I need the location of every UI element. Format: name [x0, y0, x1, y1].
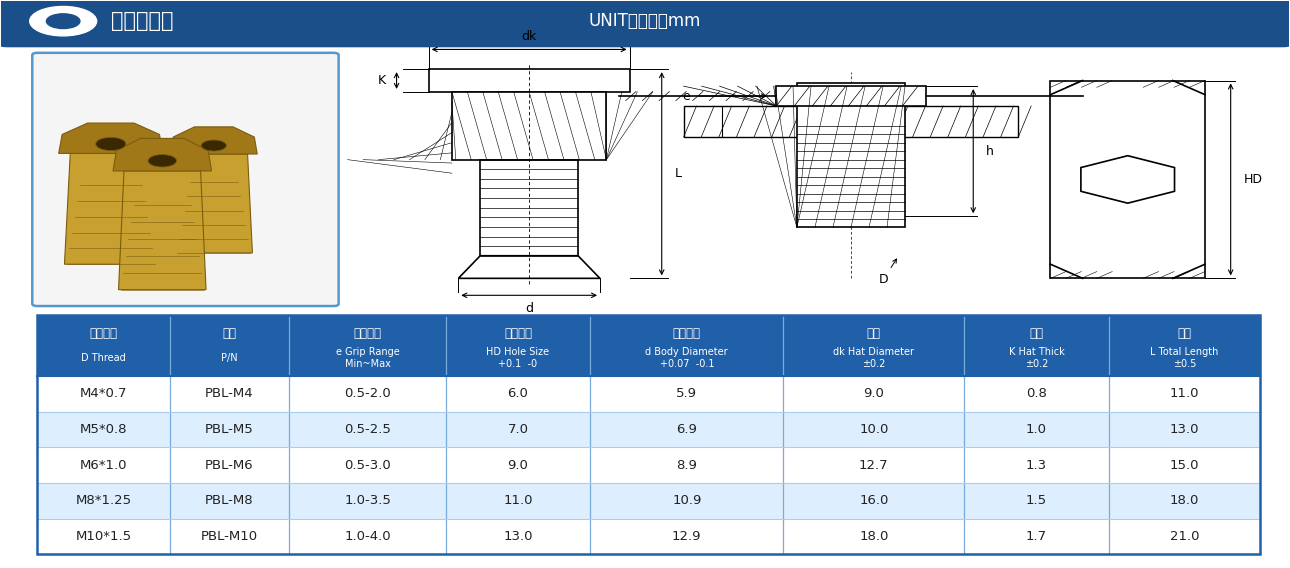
Polygon shape [175, 154, 253, 253]
Text: 13.0: 13.0 [503, 530, 533, 543]
Text: L Total Length
±0.5: L Total Length ±0.5 [1151, 347, 1219, 369]
FancyBboxPatch shape [0, 0, 1290, 47]
Bar [37, 483, 1260, 519]
Text: 螺母直径: 螺母直径 [673, 327, 700, 340]
Text: e: e [682, 90, 690, 103]
Text: 1.5: 1.5 [1026, 494, 1047, 507]
Text: 18.0: 18.0 [859, 530, 889, 543]
Text: M6*1.0: M6*1.0 [80, 458, 128, 471]
Text: dk: dk [521, 30, 537, 43]
Text: 9.0: 9.0 [507, 458, 529, 471]
Text: PBL-M10: PBL-M10 [201, 530, 258, 543]
Text: 15.0: 15.0 [1170, 458, 1200, 471]
Text: UNIT（单位）mm: UNIT（单位）mm [588, 12, 702, 30]
Text: 0.5-2.5: 0.5-2.5 [344, 423, 391, 436]
Text: PBL-M5: PBL-M5 [205, 423, 254, 436]
Text: L: L [675, 168, 681, 180]
Text: 7.0: 7.0 [507, 423, 529, 436]
Circle shape [148, 154, 177, 167]
Text: 0.8: 0.8 [1026, 387, 1047, 400]
Circle shape [30, 6, 97, 36]
Text: h: h [986, 145, 995, 158]
Text: 21.0: 21.0 [1170, 530, 1200, 543]
Text: 平头半六角: 平头半六角 [111, 11, 173, 31]
Text: 18.0: 18.0 [1170, 494, 1200, 507]
Bar [37, 315, 1260, 554]
Text: HD Hole Size
+0.1  -0: HD Hole Size +0.1 -0 [486, 347, 550, 369]
Text: 9.0: 9.0 [863, 387, 885, 400]
Text: d Body Diameter
+0.07  -0.1: d Body Diameter +0.07 -0.1 [645, 347, 728, 369]
Text: d: d [525, 302, 533, 315]
Polygon shape [451, 92, 606, 160]
Text: 10.9: 10.9 [672, 494, 702, 507]
Text: 1.0: 1.0 [1026, 423, 1047, 436]
Text: 6.9: 6.9 [676, 423, 697, 436]
Bar [684, 106, 1018, 137]
Text: PBL-M6: PBL-M6 [205, 458, 254, 471]
Text: 11.0: 11.0 [1170, 387, 1200, 400]
Polygon shape [114, 139, 212, 171]
Text: 13.0: 13.0 [1170, 423, 1200, 436]
Circle shape [46, 14, 80, 28]
Text: P/N: P/N [221, 353, 237, 363]
Bar [37, 519, 1260, 554]
Text: dk Hat Diameter
±0.2: dk Hat Diameter ±0.2 [833, 347, 915, 369]
Text: 8.9: 8.9 [676, 458, 697, 471]
Text: M4*0.7: M4*0.7 [80, 387, 128, 400]
Text: 1.0-4.0: 1.0-4.0 [344, 530, 391, 543]
Text: 螺纹规格: 螺纹规格 [89, 327, 117, 340]
Bar [480, 160, 578, 256]
Polygon shape [58, 123, 163, 153]
Text: 5.9: 5.9 [676, 387, 698, 400]
Text: PBL-M8: PBL-M8 [205, 494, 254, 507]
Text: PBL-M4: PBL-M4 [205, 387, 254, 400]
Text: 10.0: 10.0 [859, 423, 889, 436]
Text: M8*1.25: M8*1.25 [75, 494, 132, 507]
Text: M5*0.8: M5*0.8 [80, 423, 128, 436]
Text: D Thread: D Thread [81, 353, 126, 363]
Polygon shape [64, 153, 157, 264]
FancyBboxPatch shape [32, 53, 339, 306]
Bar [428, 69, 630, 92]
Text: 0.5-3.0: 0.5-3.0 [344, 458, 391, 471]
Text: 1.0-3.5: 1.0-3.5 [344, 494, 391, 507]
Bar [37, 448, 1260, 483]
Text: 0.5-2.0: 0.5-2.0 [344, 387, 391, 400]
Text: 1.7: 1.7 [1026, 530, 1047, 543]
Bar [777, 86, 926, 106]
Circle shape [201, 140, 226, 151]
Polygon shape [458, 256, 600, 278]
Text: HD: HD [1244, 173, 1263, 186]
Polygon shape [119, 171, 206, 290]
Text: 1.3: 1.3 [1026, 458, 1047, 471]
Text: K: K [378, 74, 386, 87]
Bar [37, 412, 1260, 448]
Bar [37, 315, 1260, 376]
Text: 帽径: 帽径 [867, 327, 881, 340]
Text: 6.0: 6.0 [507, 387, 529, 400]
Text: 12.9: 12.9 [672, 530, 702, 543]
Bar [797, 83, 906, 227]
Text: K Hat Thick
±0.2: K Hat Thick ±0.2 [1009, 347, 1064, 369]
Text: M10*1.5: M10*1.5 [75, 530, 132, 543]
Text: 16.0: 16.0 [859, 494, 889, 507]
Circle shape [95, 137, 126, 151]
Text: 帽厚: 帽厚 [1029, 327, 1044, 340]
Text: e Grip Range
Min~Max: e Grip Range Min~Max [335, 347, 400, 369]
Bar [37, 376, 1260, 412]
Polygon shape [170, 127, 257, 154]
Text: 铆接厚度: 铆接厚度 [353, 327, 382, 340]
Text: 长度: 长度 [1178, 327, 1192, 340]
Text: 编号: 编号 [222, 327, 236, 340]
Text: D: D [878, 273, 888, 286]
Text: 12.7: 12.7 [859, 458, 889, 471]
Text: 11.0: 11.0 [503, 494, 533, 507]
Polygon shape [1081, 156, 1174, 203]
Text: 开孔直径: 开孔直径 [504, 327, 531, 340]
Bar [1050, 81, 1205, 278]
